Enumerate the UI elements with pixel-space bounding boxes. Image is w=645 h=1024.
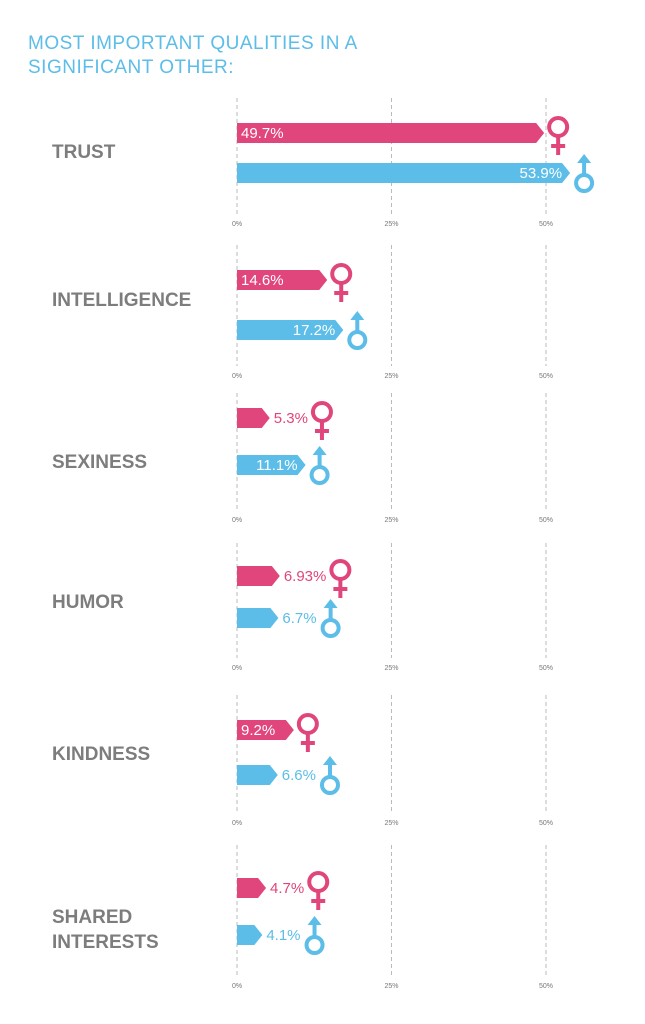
panel: 0% 25% 50% 14.6% 17.2%: [232, 245, 553, 380]
x-tick-label: 50%: [539, 221, 553, 228]
x-tick-label: 25%: [384, 665, 398, 672]
title: MOST IMPORTANT QUALITIES IN A SIGNIFICAN…: [28, 33, 357, 78]
value-label: 4.7%: [270, 880, 304, 897]
male-symbol: [322, 756, 337, 765]
category-label: SHARED INTERESTS: [52, 907, 159, 953]
value-label: 11.1%: [256, 457, 297, 474]
female-symbol: [330, 263, 353, 285]
panel: 0% 25% 50% 5.3% 11.1%: [232, 393, 553, 524]
value-label: 9.2%: [241, 722, 275, 739]
panel: 0% 25% 50% 6.93% 6.7%: [232, 543, 553, 672]
female-symbol: [296, 713, 319, 735]
bar: [237, 123, 545, 143]
value-label: 53.9%: [520, 165, 563, 182]
value-label: 6.93%: [284, 568, 327, 585]
bar: [237, 408, 270, 428]
panel: 0% 25% 50% 4.7% 4.1%: [232, 845, 553, 990]
bar: [237, 765, 278, 785]
bar: [237, 878, 267, 898]
male-symbol: [577, 154, 592, 163]
category-label: INTELLIGENCE: [52, 289, 192, 311]
x-tick-label: 0%: [232, 665, 242, 672]
value-label: 17.2%: [293, 322, 336, 339]
male-symbol: [307, 916, 322, 925]
value-label: 49.7%: [241, 125, 284, 142]
x-tick-label: 0%: [232, 983, 242, 990]
x-tick-label: 50%: [539, 983, 553, 990]
male-symbol: [347, 330, 368, 350]
bar: [237, 720, 294, 740]
male-symbol: [320, 618, 341, 638]
male-symbol: [574, 173, 595, 193]
male-symbol: [350, 311, 365, 320]
category-label: TRUST: [52, 141, 116, 163]
value-label: 6.6%: [282, 767, 316, 784]
male-symbol: [312, 446, 327, 455]
x-tick-label: 25%: [384, 983, 398, 990]
x-tick-label: 25%: [384, 517, 398, 524]
value-label: 5.3%: [274, 410, 308, 427]
female-symbol: [329, 559, 352, 581]
bar: [237, 608, 279, 628]
x-tick-label: 50%: [539, 820, 553, 827]
male-symbol: [309, 465, 330, 485]
female-symbol: [310, 401, 333, 423]
value-label: 14.6%: [241, 272, 284, 289]
bar: [237, 566, 280, 586]
female-symbol: [547, 116, 570, 138]
bar: [237, 320, 344, 340]
male-symbol: [304, 935, 325, 955]
x-tick-label: 50%: [539, 665, 553, 672]
category-label: SEXINESS: [52, 451, 148, 473]
x-tick-label: 0%: [232, 820, 242, 827]
male-symbol: [319, 775, 340, 795]
x-tick-label: 25%: [384, 221, 398, 228]
bar: [237, 163, 571, 183]
male-symbol: [323, 599, 338, 608]
value-label: 6.7%: [282, 610, 316, 627]
x-tick-label: 0%: [232, 373, 242, 380]
value-label: 4.1%: [266, 927, 300, 944]
panel: 0% 25% 50% 49.7% 53.9%: [232, 98, 595, 228]
category-label: HUMOR: [52, 591, 124, 613]
female-symbol: [307, 871, 330, 893]
x-tick-label: 0%: [232, 221, 242, 228]
x-tick-label: 50%: [539, 373, 553, 380]
panel: 0% 25% 50% 9.2% 6.6%: [232, 695, 553, 827]
category-label: KINDNESS: [52, 743, 151, 765]
x-tick-label: 0%: [232, 517, 242, 524]
x-tick-label: 25%: [384, 373, 398, 380]
x-tick-label: 25%: [384, 820, 398, 827]
x-tick-label: 50%: [539, 517, 553, 524]
bar: [237, 925, 263, 945]
bar: [237, 455, 306, 475]
bar: [237, 270, 328, 290]
